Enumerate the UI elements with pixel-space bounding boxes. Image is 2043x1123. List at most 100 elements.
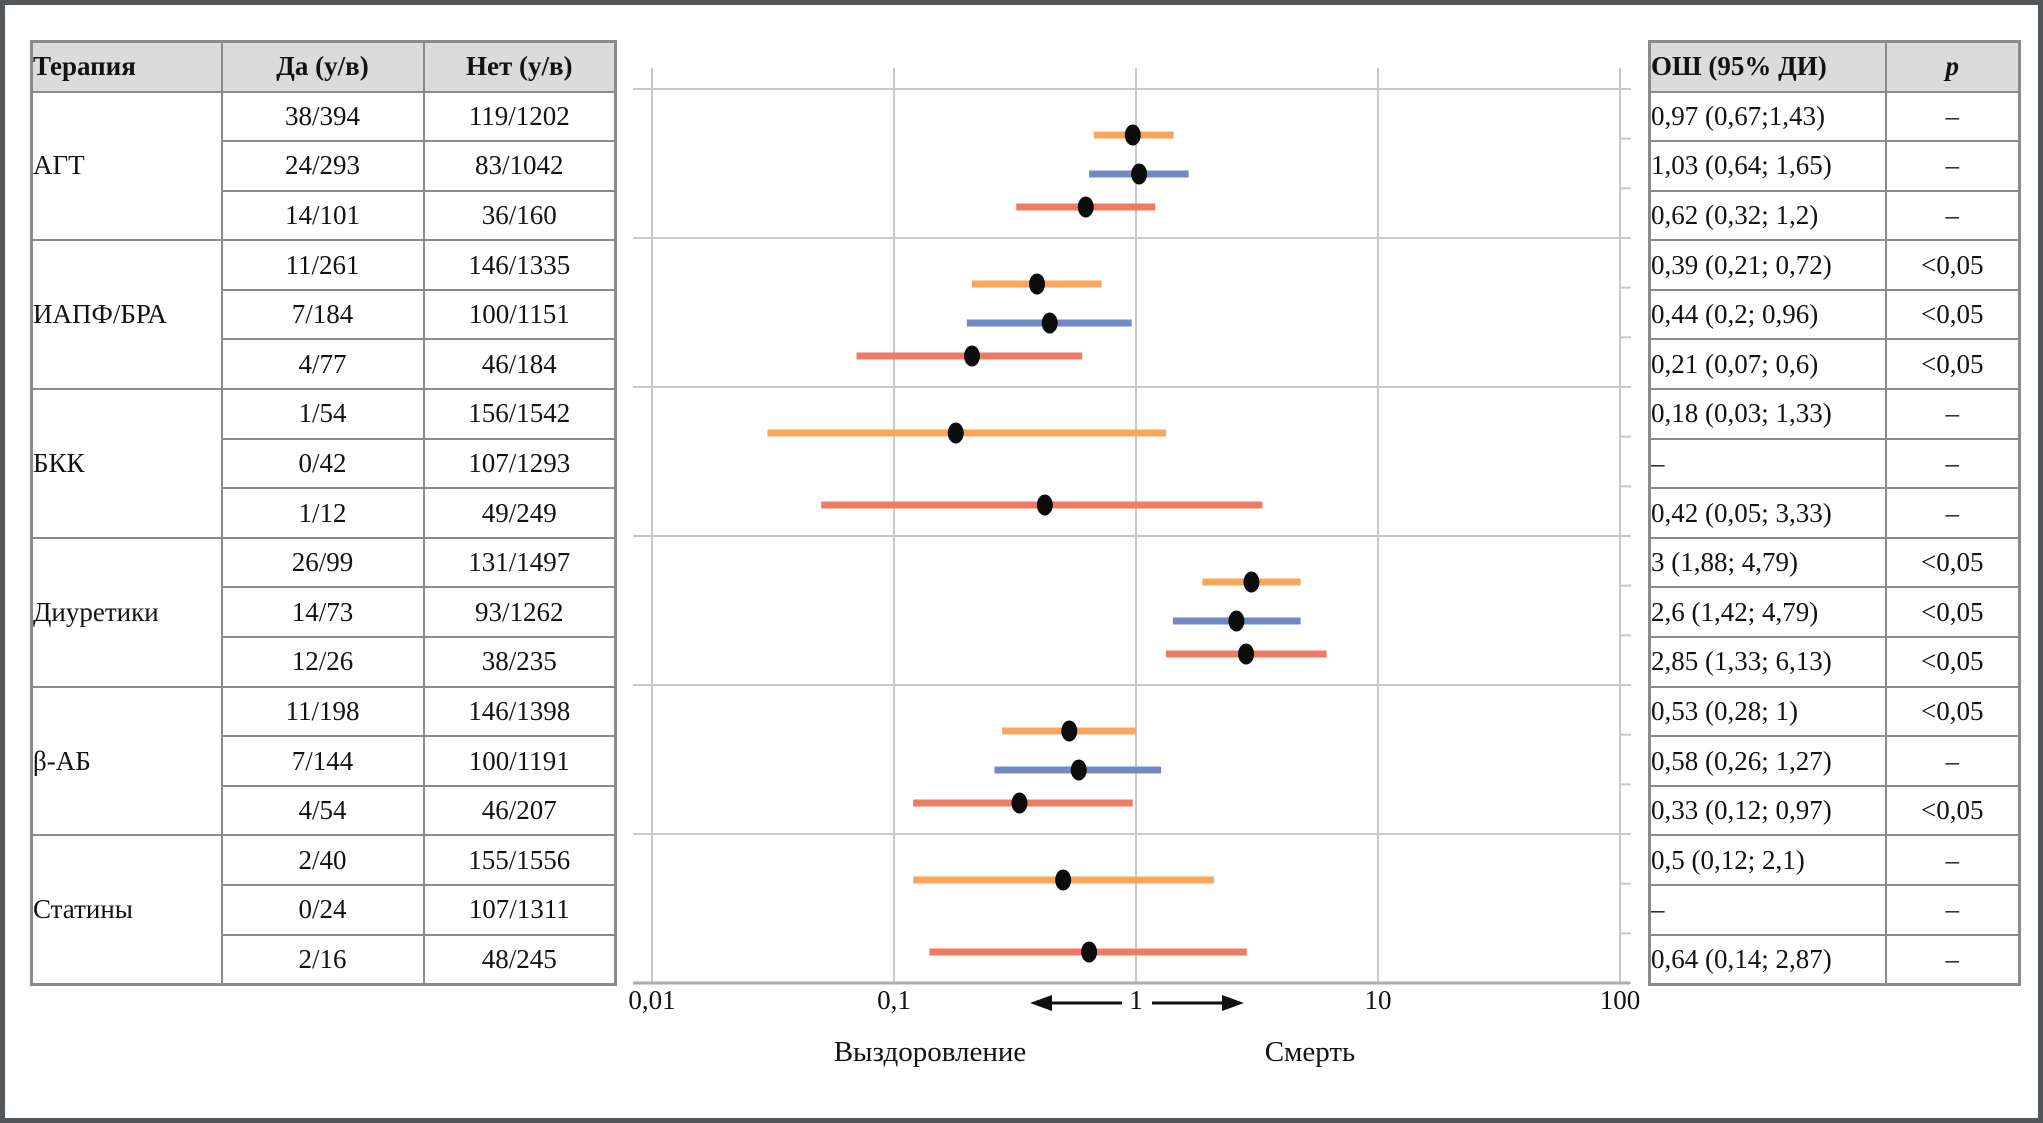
count-cell: 49/249 [422, 487, 617, 539]
count-cell: 38/394 [220, 90, 425, 143]
table-row: 2/16 48/245 [32, 933, 617, 986]
count-cell: 7/184 [220, 288, 425, 341]
count-cell: 11/261 [220, 239, 425, 291]
p-value-cell: – [1884, 388, 2021, 440]
or-value-cell: 3 (1,88; 4,79) [1648, 536, 1887, 589]
odds-ratio-marker [1131, 163, 1148, 185]
table-row: БКК 1/54 156/1542 [30, 388, 617, 539]
table-row: 12/26 38/235 [32, 636, 617, 688]
or-value-cell: 0,18 (0,03; 1,33) [1648, 388, 1887, 440]
odds-ratio-marker [1029, 273, 1046, 295]
odds-ratio-marker [1011, 792, 1028, 814]
table-row: 0/42 107/1293 [32, 437, 617, 490]
therapy-counts-table: Терапия Да (у/в) Нет (у/в) АГТ 38/394 119/120… [30, 40, 617, 986]
or-value-cell: – [1648, 437, 1887, 490]
odds-ratio-marker [963, 345, 980, 367]
left-table-header-0: Терапия [30, 40, 223, 93]
count-cell: 0/24 [220, 884, 425, 936]
or-value-cell: 0,62 (0,32; 1,2) [1648, 189, 1887, 242]
count-cell: 146/1398 [422, 685, 617, 738]
x-tick-label: 0,1 [877, 985, 911, 1015]
odds-ratio-marker [947, 422, 964, 444]
table-row: Статины 2/40 155/1556 [30, 834, 617, 986]
or-value-cell: 0,39 (0,21; 0,72) [1648, 239, 1887, 291]
odds-ratio-marker [1055, 869, 1072, 891]
therapy-cell: Статины [30, 834, 223, 986]
table-row: 0/24 107/1311 [32, 884, 617, 936]
p-value-cell: – [1884, 140, 2021, 192]
count-cell: 107/1293 [422, 437, 617, 490]
right-table-head: ОШ (95% ДИ) p [1648, 40, 2021, 93]
table-row: 24/293 83/1042 [32, 140, 617, 192]
axis-direction-right-label: Смерть [1264, 1036, 1356, 1068]
count-cell: 36/160 [422, 189, 617, 242]
table-row: 0,5 (0,12; 2,1) – [1648, 834, 2021, 886]
count-cell: 155/1556 [422, 834, 617, 886]
left-table-header-1: Да (у/в) [220, 40, 425, 93]
left-table-header-row: Терапия Да (у/в) Нет (у/в) [30, 40, 617, 93]
count-cell: 93/1262 [422, 586, 617, 639]
count-cell: 131/1497 [422, 536, 617, 589]
table-row: АГТ 38/394 119/1202 [30, 90, 617, 242]
x-tick-label: 100 [1600, 985, 1641, 1015]
table-row: 0,53 (0,28; 1) <0,05 [1648, 685, 2021, 738]
count-cell: 1/54 [220, 388, 425, 440]
count-cell: 107/1311 [422, 884, 617, 936]
count-cell: 14/73 [220, 586, 425, 639]
count-cell: 2/16 [220, 933, 425, 986]
odds-ratio-marker [1081, 941, 1098, 963]
count-cell: 14/101 [220, 189, 425, 242]
table-row: 1,03 (0,64; 1,65) – [1648, 140, 2021, 192]
table-row: 0,39 (0,21; 0,72) <0,05 [1648, 239, 2021, 291]
or-value-cell: 0,5 (0,12; 2,1) [1648, 834, 1887, 886]
table-row: 4/54 46/207 [32, 784, 617, 837]
or-value-cell: 1,03 (0,64; 1,65) [1648, 140, 1887, 192]
table-row: 0,21 (0,07; 0,6) <0,05 [1648, 338, 2021, 391]
count-cell: 48/245 [422, 933, 617, 986]
count-cell: 83/1042 [422, 140, 617, 192]
table-row: 7/144 100/1191 [32, 735, 617, 787]
table-row: 0,97 (0,67;1,43) – [1648, 90, 2021, 143]
p-value-cell: – [1884, 487, 2021, 539]
or-value-cell: 0,21 (0,07; 0,6) [1648, 338, 1887, 391]
count-cell: 11/198 [220, 685, 425, 738]
therapy-cell: ИАПФ/БРА [30, 239, 223, 391]
odds-ratio-marker [1238, 643, 1255, 665]
p-value-cell: <0,05 [1884, 536, 2021, 589]
table-row: 14/73 93/1262 [32, 586, 617, 639]
therapy-cell: БКК [30, 388, 223, 539]
odds-ratio-table: ОШ (95% ДИ) p 0,97 (0,67;1,43) –1,03 (0,64;… [1648, 40, 2021, 986]
count-cell: 4/77 [220, 338, 425, 391]
left-table-head: Терапия Да (у/в) Нет (у/в) [30, 40, 617, 93]
count-cell: 119/1202 [422, 90, 617, 143]
arrow-right-head-icon [1222, 995, 1244, 1011]
odds-ratio-marker [1077, 196, 1094, 218]
table-row: Диуретики 26/99 131/1497 [30, 536, 617, 688]
table-row: – – [1648, 437, 2021, 490]
table-row: 0,44 (0,2; 0,96) <0,05 [1648, 288, 2021, 341]
p-value-cell: <0,05 [1884, 338, 2021, 391]
count-cell: 2/40 [220, 834, 425, 886]
table-row: 0,64 (0,14; 2,87) – [1648, 933, 2021, 986]
table-row: 0,62 (0,32; 1,2) – [1648, 189, 2021, 242]
count-cell: 146/1335 [422, 239, 617, 291]
count-cell: 26/99 [220, 536, 425, 589]
right-table-body: 0,97 (0,67;1,43) –1,03 (0,64; 1,65) –0,62 … [1648, 90, 2021, 986]
axis-direction-left-label: Выздоровление [833, 1036, 1027, 1068]
p-value-cell: <0,05 [1884, 586, 2021, 639]
odds-ratio-marker [1228, 610, 1245, 632]
count-cell: 46/207 [422, 784, 617, 837]
table-row: 2,6 (1,42; 4,79) <0,05 [1648, 586, 2021, 639]
p-header: p [1884, 40, 2021, 93]
or-value-cell: 0,42 (0,05; 3,33) [1648, 487, 1887, 539]
odds-ratio-marker [1041, 312, 1058, 334]
or-value-cell: 0,58 (0,26; 1,27) [1648, 735, 1887, 787]
x-tick-label: 0,01 [628, 985, 675, 1015]
p-value-cell: – [1884, 933, 2021, 986]
therapy-cell: АГТ [30, 90, 223, 242]
odds-ratio-marker [1061, 720, 1078, 742]
table-row: – – [1648, 884, 2021, 936]
odds-ratio-marker [1243, 571, 1260, 593]
p-value-cell: – [1884, 884, 2021, 936]
